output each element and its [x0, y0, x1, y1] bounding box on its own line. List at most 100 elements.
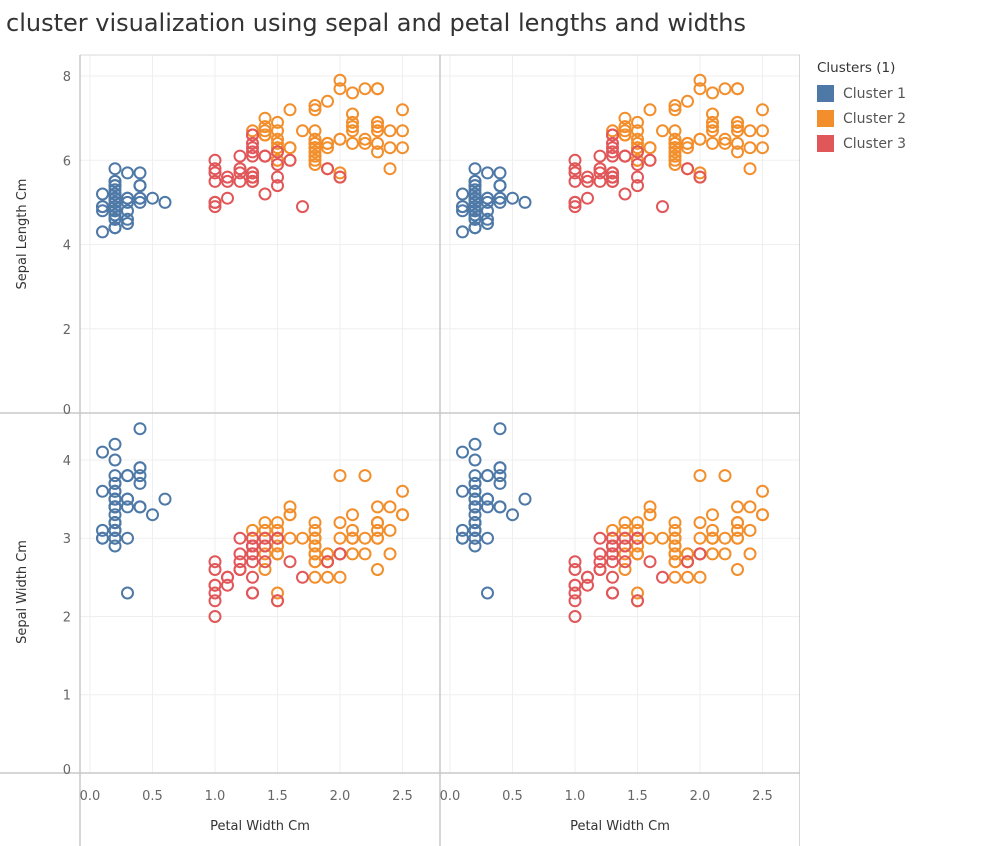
data-point-cluster-3 [568, 555, 582, 569]
data-point-cluster-3 [208, 563, 222, 576]
legend-swatch-cluster-1 [817, 85, 834, 102]
data-point-cluster-2 [333, 469, 347, 483]
data-point-cluster-2 [668, 145, 682, 159]
data-point-cluster-2 [321, 141, 334, 155]
data-point-cluster-3 [246, 586, 259, 600]
data-point-cluster-3 [221, 578, 234, 592]
data-point-cluster-3 [568, 594, 582, 608]
data-point-cluster-3 [246, 149, 259, 163]
data-point-cluster-1 [121, 469, 134, 483]
data-point-cluster-2 [718, 531, 732, 545]
data-point-cluster-3 [618, 539, 632, 553]
data-point-cluster-2 [383, 547, 397, 561]
data-point-cluster-3 [246, 539, 259, 553]
data-point-cluster-1 [481, 166, 494, 180]
x-tick-label: 0.0 [80, 789, 101, 804]
data-point-cluster-2 [668, 555, 682, 569]
data-point-cluster-1 [481, 492, 494, 506]
data-point-cluster-3 [246, 136, 259, 150]
data-point-cluster-3 [593, 174, 607, 188]
data-point-cluster-1 [121, 195, 134, 209]
data-point-cluster-2 [246, 124, 259, 138]
data-point-cluster-2 [371, 516, 384, 530]
data-point-cluster-1 [456, 204, 469, 218]
y-axis-label-sepal-length: Sepal Length Cm [15, 179, 30, 290]
data-point-cluster-2 [618, 128, 632, 142]
data-point-cluster-3 [283, 555, 297, 569]
data-point-cluster-3 [208, 162, 222, 176]
data-point-cluster-2 [308, 570, 322, 584]
data-point-cluster-3 [693, 547, 707, 561]
data-point-cluster-3 [258, 531, 272, 545]
data-point-cluster-1 [96, 484, 109, 498]
data-point-cluster-3 [593, 149, 607, 163]
data-point-cluster-3 [208, 594, 222, 608]
data-point-cluster-3 [246, 166, 259, 180]
data-point-cluster-3 [321, 555, 334, 569]
legend-title: Clusters (1) [817, 60, 896, 76]
data-point-cluster-3 [593, 563, 607, 576]
legend-item-cluster-2[interactable]: Cluster 2 [817, 106, 906, 131]
data-point-cluster-2 [668, 124, 682, 138]
legend-item-cluster-1[interactable]: Cluster 1 [817, 81, 906, 106]
x-tick-label: 0.0 [440, 789, 461, 804]
data-point-cluster-2 [731, 115, 744, 129]
data-point-cluster-2 [283, 508, 297, 522]
data-point-cluster-2 [718, 82, 732, 96]
legend-item-cluster-3[interactable]: Cluster 3 [817, 131, 906, 156]
data-point-cluster-3 [581, 170, 594, 184]
data-point-cluster-2 [731, 500, 744, 514]
data-point-cluster-2 [308, 158, 322, 171]
data-point-cluster-2 [618, 547, 632, 561]
data-point-cluster-1 [493, 195, 507, 209]
data-point-cluster-2 [308, 516, 322, 530]
y-tick-label: 8 [63, 70, 71, 85]
data-point-cluster-2 [731, 124, 744, 138]
data-point-cluster-2 [631, 153, 644, 167]
data-point-cluster-2 [358, 132, 372, 146]
data-point-cluster-2 [308, 539, 322, 553]
data-point-cluster-1 [108, 476, 122, 490]
data-point-cluster-2 [258, 516, 272, 530]
data-point-cluster-2 [258, 523, 272, 537]
data-point-cluster-2 [668, 141, 682, 155]
data-point-cluster-2 [371, 563, 384, 576]
data-point-cluster-1 [108, 212, 122, 226]
data-point-cluster-1 [108, 204, 122, 218]
legend-label: Cluster 1 [843, 85, 907, 102]
data-point-cluster-2 [346, 115, 359, 129]
data-point-cluster-1 [96, 225, 109, 239]
data-point-cluster-2 [333, 531, 347, 545]
data-point-cluster-2 [743, 141, 757, 155]
data-point-cluster-1 [456, 225, 469, 239]
data-point-cluster-3 [568, 200, 582, 214]
data-point-cluster-2 [681, 547, 694, 561]
data-point-cluster-1 [108, 191, 122, 205]
data-point-cluster-2 [296, 531, 309, 545]
data-point-cluster-3 [246, 145, 259, 159]
data-point-cluster-2 [693, 82, 707, 96]
data-point-cluster-2 [396, 508, 409, 522]
data-point-cluster-1 [468, 508, 482, 522]
data-point-cluster-2 [258, 547, 272, 561]
legend-swatch-cluster-3 [817, 135, 834, 152]
data-point-cluster-2 [631, 547, 644, 561]
data-point-cluster-2 [333, 570, 347, 584]
data-point-cluster-2 [631, 132, 644, 146]
x-tick-label: 2.5 [752, 789, 773, 804]
data-point-cluster-1 [481, 195, 494, 209]
data-point-cluster-2 [743, 162, 757, 176]
data-point-cluster-2 [693, 469, 707, 483]
data-point-cluster-2 [358, 469, 372, 483]
data-point-cluster-2 [618, 523, 632, 537]
data-point-cluster-2 [346, 523, 359, 537]
data-point-cluster-3 [593, 555, 607, 569]
data-point-cluster-2 [618, 120, 632, 134]
data-point-cluster-3 [246, 174, 259, 188]
data-point-cluster-3 [631, 179, 644, 193]
data-point-cluster-1 [456, 200, 469, 214]
data-point-cluster-3 [606, 531, 619, 545]
data-point-cluster-2 [631, 539, 644, 553]
data-point-cluster-2 [308, 103, 322, 117]
data-point-cluster-2 [681, 136, 694, 150]
